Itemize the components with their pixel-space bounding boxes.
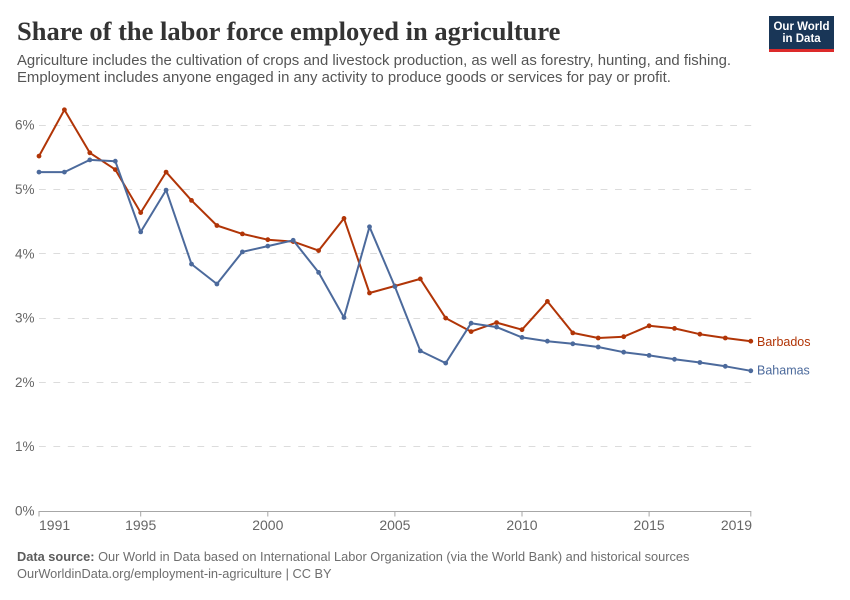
svg-text:2005: 2005: [379, 517, 410, 533]
svg-text:2010: 2010: [506, 517, 537, 533]
svg-text:1995: 1995: [125, 517, 156, 533]
svg-text:6%: 6%: [15, 118, 35, 133]
svg-text:2000: 2000: [252, 517, 283, 533]
svg-text:3%: 3%: [15, 311, 35, 326]
svg-text:2019: 2019: [721, 517, 752, 533]
svg-text:4%: 4%: [15, 246, 35, 261]
svg-text:5%: 5%: [15, 182, 35, 197]
svg-text:0%: 0%: [15, 504, 35, 519]
svg-text:1991: 1991: [39, 517, 70, 533]
svg-text:2015: 2015: [634, 517, 665, 533]
svg-text:Bahamas: Bahamas: [757, 364, 810, 378]
svg-text:1%: 1%: [15, 439, 35, 454]
svg-text:2%: 2%: [15, 375, 35, 390]
svg-text:Barbados: Barbados: [757, 335, 811, 349]
